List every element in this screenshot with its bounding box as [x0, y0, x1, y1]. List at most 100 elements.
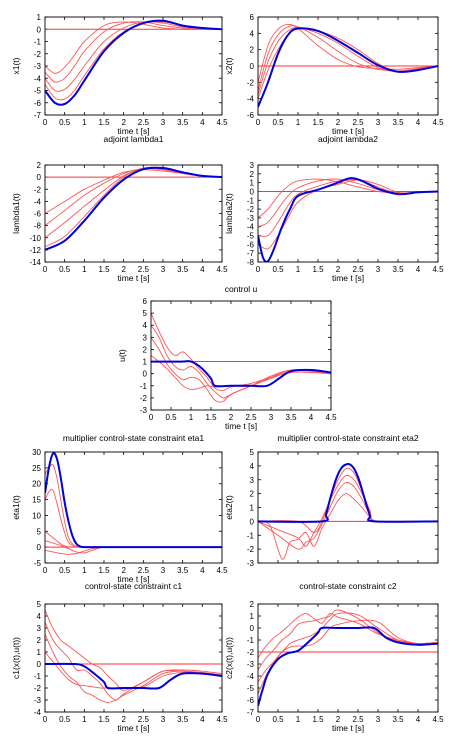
x-axis-label: time t [s]	[117, 574, 149, 584]
plot-area	[45, 452, 222, 555]
y-tick-label: -1	[140, 382, 148, 391]
x-tick-label: 4.5	[216, 566, 228, 575]
iterate-series-line	[258, 179, 438, 250]
x-tick-label: 1	[296, 715, 301, 724]
x-tick-label: 4.5	[216, 265, 228, 274]
y-tick-label: 2	[37, 161, 42, 170]
y-tick-label: -1	[34, 672, 42, 681]
plot-area	[45, 166, 222, 251]
x-tick-label: 2.5	[138, 566, 150, 575]
final-series-line	[45, 662, 222, 690]
plot-frame	[44, 164, 223, 263]
final-series-line	[45, 166, 222, 251]
iterate-series-line	[45, 609, 222, 691]
x-tick-label: 4	[416, 715, 421, 724]
final-series-line	[45, 19, 222, 106]
y-tick-label: 2	[250, 46, 255, 55]
x-tick-label: 3	[161, 118, 166, 127]
x-tick-label: 3	[161, 566, 166, 575]
y-tick-label: -12	[29, 246, 41, 255]
y-tick-label: 6	[143, 297, 148, 306]
y-tick-label: -7	[247, 249, 255, 258]
x-tick-label: 2	[121, 715, 126, 724]
y-tick-label: -3	[34, 696, 42, 705]
iterate-series-line	[258, 619, 438, 695]
final-series-line	[258, 463, 438, 523]
x-tick-label: 4.5	[216, 715, 228, 724]
y-tick-label: 0	[250, 624, 255, 633]
y-tick-label: 2	[250, 170, 255, 179]
x-tick-label: 2.5	[138, 118, 150, 127]
y-tick-label: 4	[250, 462, 255, 471]
iterate-series-line	[258, 612, 438, 659]
x-tick-label: 1.5	[312, 265, 324, 274]
y-tick-label: -4	[34, 708, 42, 717]
y-tick-label: -6	[247, 111, 255, 120]
y-tick-label: 2	[250, 490, 255, 499]
panel-title: control-state constraint c1	[85, 581, 183, 591]
x-tick-label: 2.5	[352, 715, 364, 724]
x-tick-label: 3.5	[177, 566, 189, 575]
x-tick-label: 4.5	[325, 413, 337, 422]
panel-7: multiplier control-state constraint eta2…	[224, 433, 439, 568]
x-tick-label: 1	[189, 413, 194, 422]
plot-area	[151, 312, 331, 403]
y-tick-label: 1	[37, 13, 42, 22]
x-tick-label: 4	[416, 265, 421, 274]
plot-frame	[44, 603, 223, 713]
iterate-series-line	[45, 21, 222, 74]
plot-frame	[257, 451, 439, 564]
y-tick-label: -3	[34, 62, 42, 71]
x-axis-label: time t [s]	[117, 273, 149, 283]
x-tick-label: 2.5	[138, 715, 150, 724]
x-tick-label: 2.5	[352, 265, 364, 274]
iterate-series-line	[258, 493, 438, 560]
x-tick-label: 1.5	[312, 715, 324, 724]
y-tick-label: 0	[250, 517, 255, 526]
y-tick-label: -4	[247, 672, 255, 681]
y-tick-label: 0	[37, 660, 42, 669]
iterate-series-line	[258, 481, 438, 550]
x-tick-label: 0.5	[59, 265, 71, 274]
x-tick-label: 1	[82, 566, 87, 575]
x-tick-label: 0	[256, 118, 261, 127]
x-tick-label: 0	[43, 118, 48, 127]
y-tick-label: 3	[250, 476, 255, 485]
x-tick-label: 0.5	[165, 413, 177, 422]
y-tick-label: -4	[247, 95, 255, 104]
plot-area	[258, 609, 438, 707]
x-tick-label: 1.5	[98, 566, 110, 575]
x-tick-label: 2	[336, 265, 341, 274]
x-tick-label: 4.5	[432, 265, 444, 274]
iterate-series-line	[45, 546, 222, 555]
x-tick-label: 1.5	[98, 265, 110, 274]
x-tick-label: 2.5	[245, 413, 257, 422]
y-tick-label: -1	[247, 636, 255, 645]
x-tick-label: 1.5	[312, 118, 324, 127]
y-tick-label: 5	[143, 309, 148, 318]
plot-area	[258, 177, 438, 262]
panel-title: control u	[225, 284, 258, 294]
x-tick-label: 1.5	[98, 118, 110, 127]
plot-frame	[257, 164, 439, 263]
iterate-series-line	[45, 621, 222, 701]
y-axis-label: lambda2(t)	[224, 193, 234, 234]
iterate-series-line	[151, 337, 331, 403]
plot-frame	[150, 300, 332, 411]
x-tick-label: 2	[121, 566, 126, 575]
x-tick-label: 0.5	[59, 715, 71, 724]
panel-title: adjoint lambda1	[103, 134, 163, 144]
y-tick-label: -4	[247, 223, 255, 232]
y-tick-label: 5	[37, 527, 42, 536]
y-axis-label: lambda1(t)	[11, 193, 21, 234]
y-tick-label: 2	[143, 345, 148, 354]
x-axis-label: time t [s]	[117, 126, 149, 136]
panel-3: adjoint lambda1 -14 -12 -10 -8 -6 -4 -2 0 2 0 0.5 1 1…	[11, 134, 228, 283]
y-tick-label: 30	[32, 448, 41, 457]
x-tick-label: 4	[200, 118, 205, 127]
y-tick-label: 0	[250, 62, 255, 71]
y-tick-label: 10	[32, 511, 41, 520]
y-tick-label: 3	[37, 624, 42, 633]
x-tick-label: 0	[43, 566, 48, 575]
